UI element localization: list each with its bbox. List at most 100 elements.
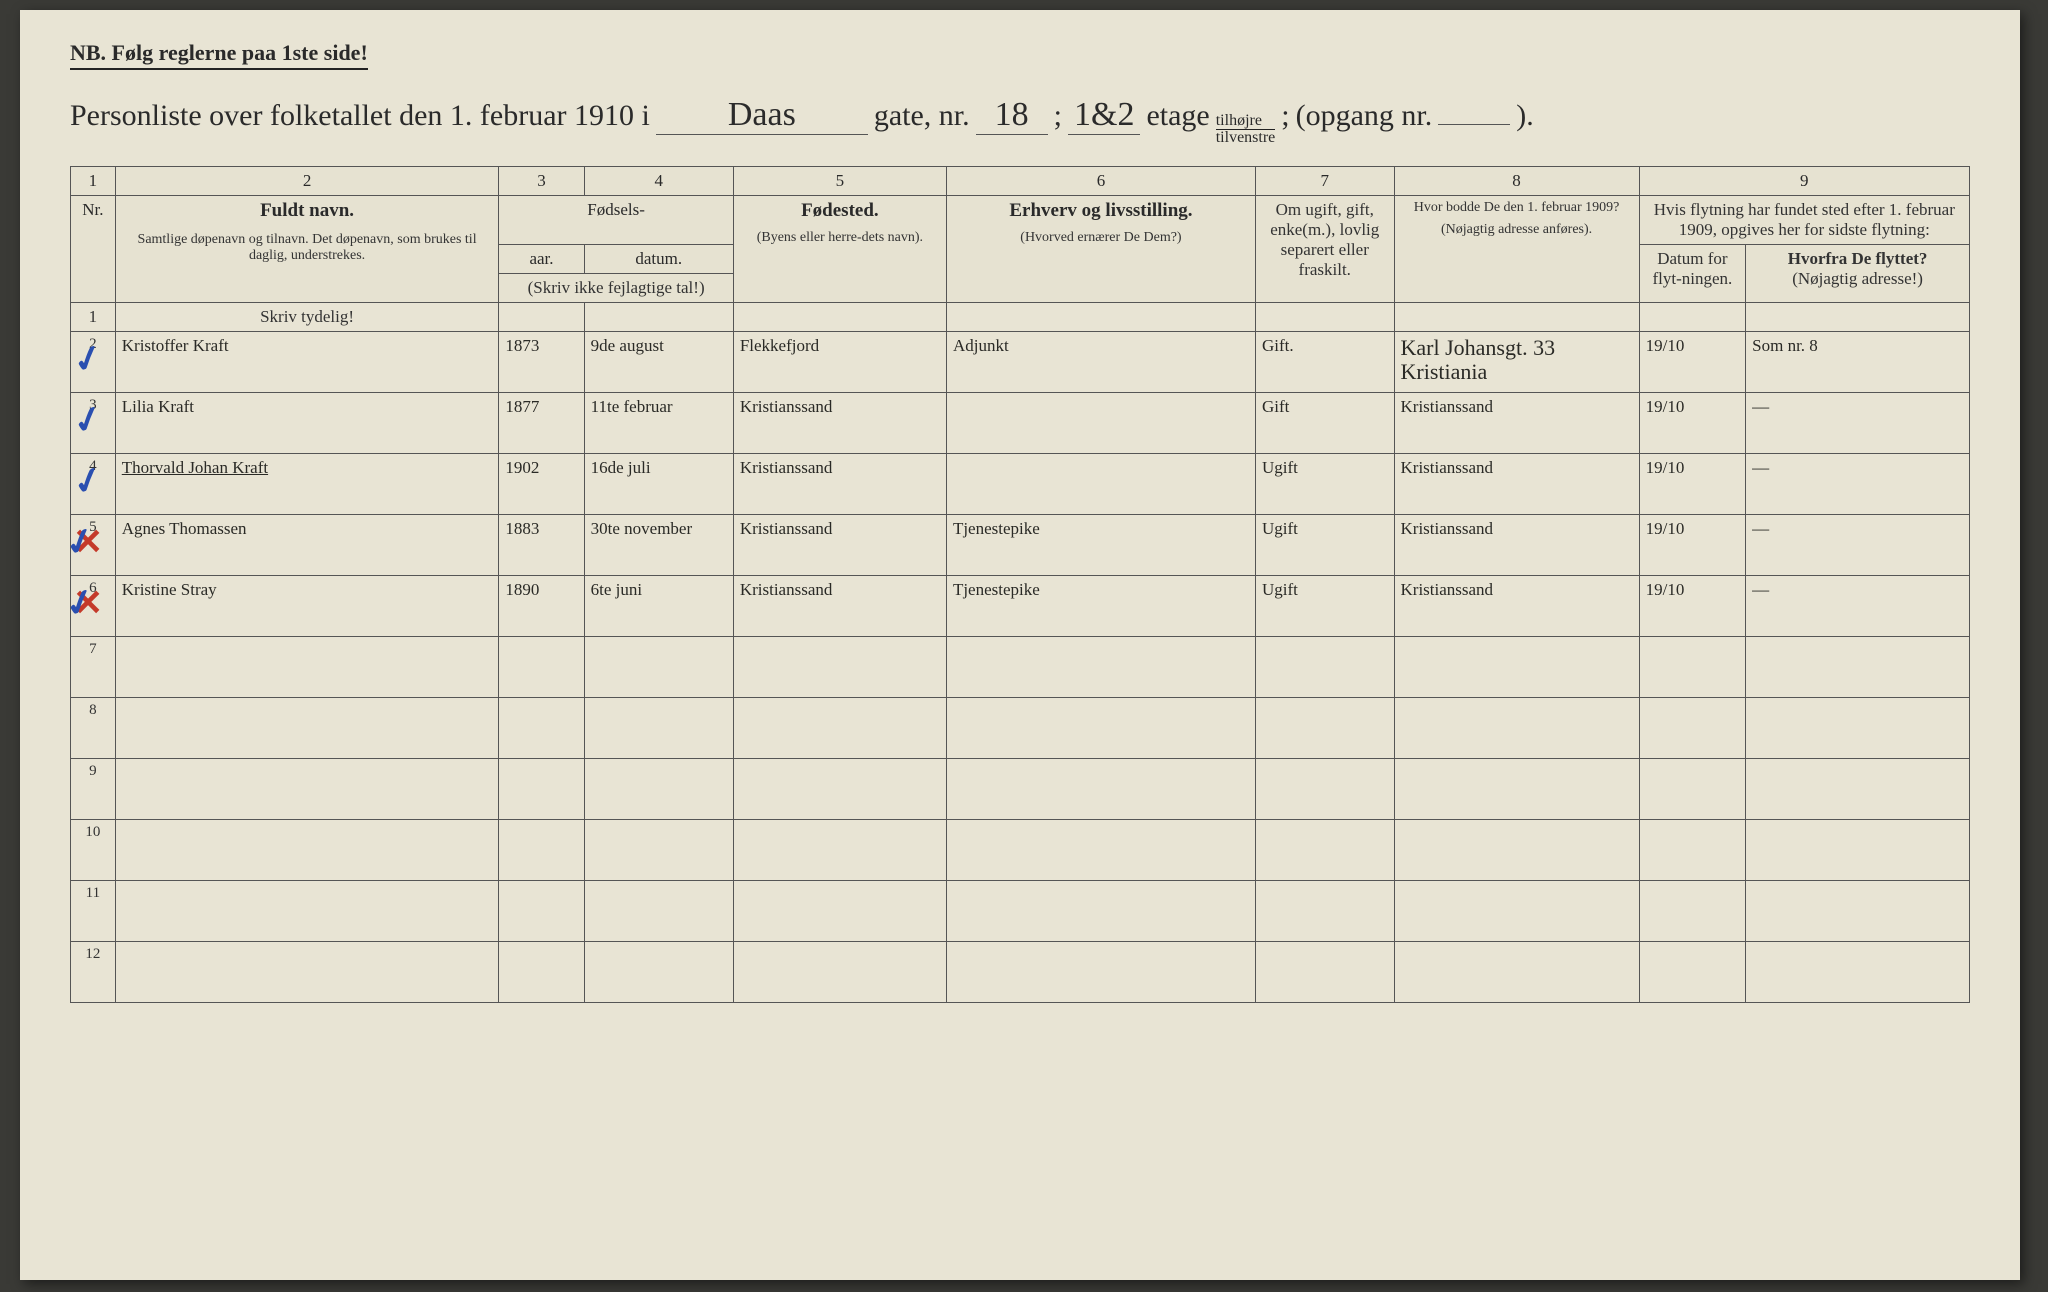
cell-erhverv	[946, 820, 1255, 881]
cell-name	[115, 881, 499, 942]
title-lead: Personliste over folketallet den 1. febr…	[70, 99, 650, 133]
hdr-erhverv: Erhverv og livsstilling. (Hvorved ernære…	[946, 196, 1255, 303]
colnum-8: 8	[1394, 167, 1639, 196]
blue-check-mark: ✓	[68, 457, 108, 505]
cell-hvorfra: —	[1746, 454, 1970, 515]
census-table: 1 2 3 4 5 6 7 8 9 Nr. Fuldt navn. Samtli…	[70, 166, 1970, 1003]
cell-bodde	[1394, 881, 1639, 942]
hdr-aar-sub: (Skriv ikke fejlagtige tal!)	[499, 274, 733, 303]
hdr-aar: aar.	[499, 245, 584, 274]
hdr-erhverv-title: Erhverv og livsstilling.	[1009, 200, 1192, 221]
cell-hvorfra	[1746, 942, 1970, 1003]
cell-name: Kristoffer Kraft	[115, 332, 499, 393]
cell-aar: 1902	[499, 454, 584, 515]
cell-fodested: Kristianssand	[733, 576, 946, 637]
hdr-erhverv-sub: (Hvorved ernærer De Dem?)	[953, 230, 1249, 246]
cell-hvorfra: Som nr. 8	[1746, 332, 1970, 393]
cell-status: Ugift	[1255, 454, 1394, 515]
hdr-hvorfra: Hvorfra De flyttet? (Nøjagtig adresse!)	[1746, 245, 1970, 303]
colnum-3: 3	[499, 167, 584, 196]
opgang-number	[1438, 124, 1510, 125]
row-number: 5✕✓	[71, 515, 116, 576]
hdr-ugift: Om ugift, gift, enke(m.), lovlig separer…	[1255, 196, 1394, 303]
cell-fodested	[733, 698, 946, 759]
cell-name	[115, 637, 499, 698]
colnum-2: 2	[115, 167, 499, 196]
cell-status	[1255, 637, 1394, 698]
row-number: 3✓	[71, 393, 116, 454]
cell-status	[1255, 698, 1394, 759]
cell-erhverv: Tjenestepike	[946, 515, 1255, 576]
cell-bodde	[1394, 637, 1639, 698]
cell-bodde	[1394, 698, 1639, 759]
table-row: 10	[71, 820, 1970, 881]
colnum-5: 5	[733, 167, 946, 196]
cell-bodde: Kristianssand	[1394, 576, 1639, 637]
table-row: 3✓Lilia Kraft187711te februar Kristianssa…	[71, 393, 1970, 454]
cell-datum	[584, 820, 733, 881]
table-row: 5✕✓Agnes Thomassen188330te novemberKrist…	[71, 515, 1970, 576]
cell-aar	[499, 820, 584, 881]
gate-label: gate, nr.	[874, 99, 970, 133]
table-row: 7	[71, 637, 1970, 698]
table-row: 8	[71, 698, 1970, 759]
cell-bodde: Karl Johansgt. 33 Kristiania	[1394, 332, 1639, 393]
blue-check-mark: ✓	[68, 335, 108, 383]
colnum-6: 6	[946, 167, 1255, 196]
row-number: 8	[71, 698, 116, 759]
cell-datum	[584, 942, 733, 1003]
row-number: 6✕✓	[71, 576, 116, 637]
cell-name: Lilia Kraft	[115, 393, 499, 454]
cell-fodested	[733, 942, 946, 1003]
row1-num: 1	[71, 303, 116, 332]
etage-label: etage	[1146, 99, 1209, 133]
cell-bodde	[1394, 820, 1639, 881]
cell-hvorfra	[1746, 881, 1970, 942]
hdr-flytning: Hvis flytning har fundet sted efter 1. f…	[1639, 196, 1969, 245]
cell-flyt_dat: 19/10	[1639, 332, 1746, 393]
cell-datum	[584, 881, 733, 942]
row-number: 4✓	[71, 454, 116, 515]
cell-aar: 1873	[499, 332, 584, 393]
colnum-7: 7	[1255, 167, 1394, 196]
cell-hvorfra	[1746, 637, 1970, 698]
cell-bodde: Kristianssand	[1394, 515, 1639, 576]
cell-bodde	[1394, 759, 1639, 820]
cell-datum	[584, 637, 733, 698]
form-title-line: Personliste over folketallet den 1. febr…	[70, 96, 1970, 146]
cell-name	[115, 820, 499, 881]
cell-flyt_dat	[1639, 942, 1746, 1003]
skriv-tydelig: Skriv tydelig!	[115, 303, 499, 332]
cell-bodde: Kristianssand	[1394, 454, 1639, 515]
etage-number: 1&2	[1068, 96, 1140, 135]
cell-status	[1255, 942, 1394, 1003]
cell-aar: 1877	[499, 393, 584, 454]
cell-name	[115, 698, 499, 759]
side-fraction: tilhøjre tilvenstre	[1216, 113, 1276, 146]
census-form-page: NB. Følg reglerne paa 1ste side! Personl…	[20, 10, 2020, 1280]
cell-datum: 11te februar	[584, 393, 733, 454]
cell-datum: 30te november	[584, 515, 733, 576]
cell-bodde: Kristianssand	[1394, 393, 1639, 454]
cell-name: Agnes Thomassen	[115, 515, 499, 576]
cell-status: Gift	[1255, 393, 1394, 454]
cell-flyt_dat: 19/10	[1639, 454, 1746, 515]
header-row-1: Nr. Fuldt navn. Samtlige døpenavn og til…	[71, 196, 1970, 245]
cell-name: Kristine Stray	[115, 576, 499, 637]
table-row: 2✓Kristoffer Kraft18739de augustFlekkefj…	[71, 332, 1970, 393]
hdr-name-title: Fuldt navn.	[260, 200, 354, 221]
hdr-bodde: Hvor bodde De den 1. februar 1909? (Nøja…	[1394, 196, 1639, 303]
table-row: 11	[71, 881, 1970, 942]
table-row: 6✕✓Kristine Stray18906te juniKristianssa…	[71, 576, 1970, 637]
cell-datum: 6te juni	[584, 576, 733, 637]
cell-status	[1255, 820, 1394, 881]
cell-hvorfra	[1746, 698, 1970, 759]
hdr-hvorfra-title: Hvorfra De flyttet?	[1788, 249, 1928, 268]
nb-instruction: NB. Følg reglerne paa 1ste side!	[70, 40, 368, 70]
cell-name	[115, 942, 499, 1003]
blue-check-mark: ✓	[68, 396, 108, 444]
cell-aar	[499, 881, 584, 942]
semicolon2: ;	[1281, 99, 1289, 133]
table-row: 4✓Thorvald Johan Kraft190216de juliKrist…	[71, 454, 1970, 515]
frac-top: tilhøjre	[1216, 113, 1276, 130]
